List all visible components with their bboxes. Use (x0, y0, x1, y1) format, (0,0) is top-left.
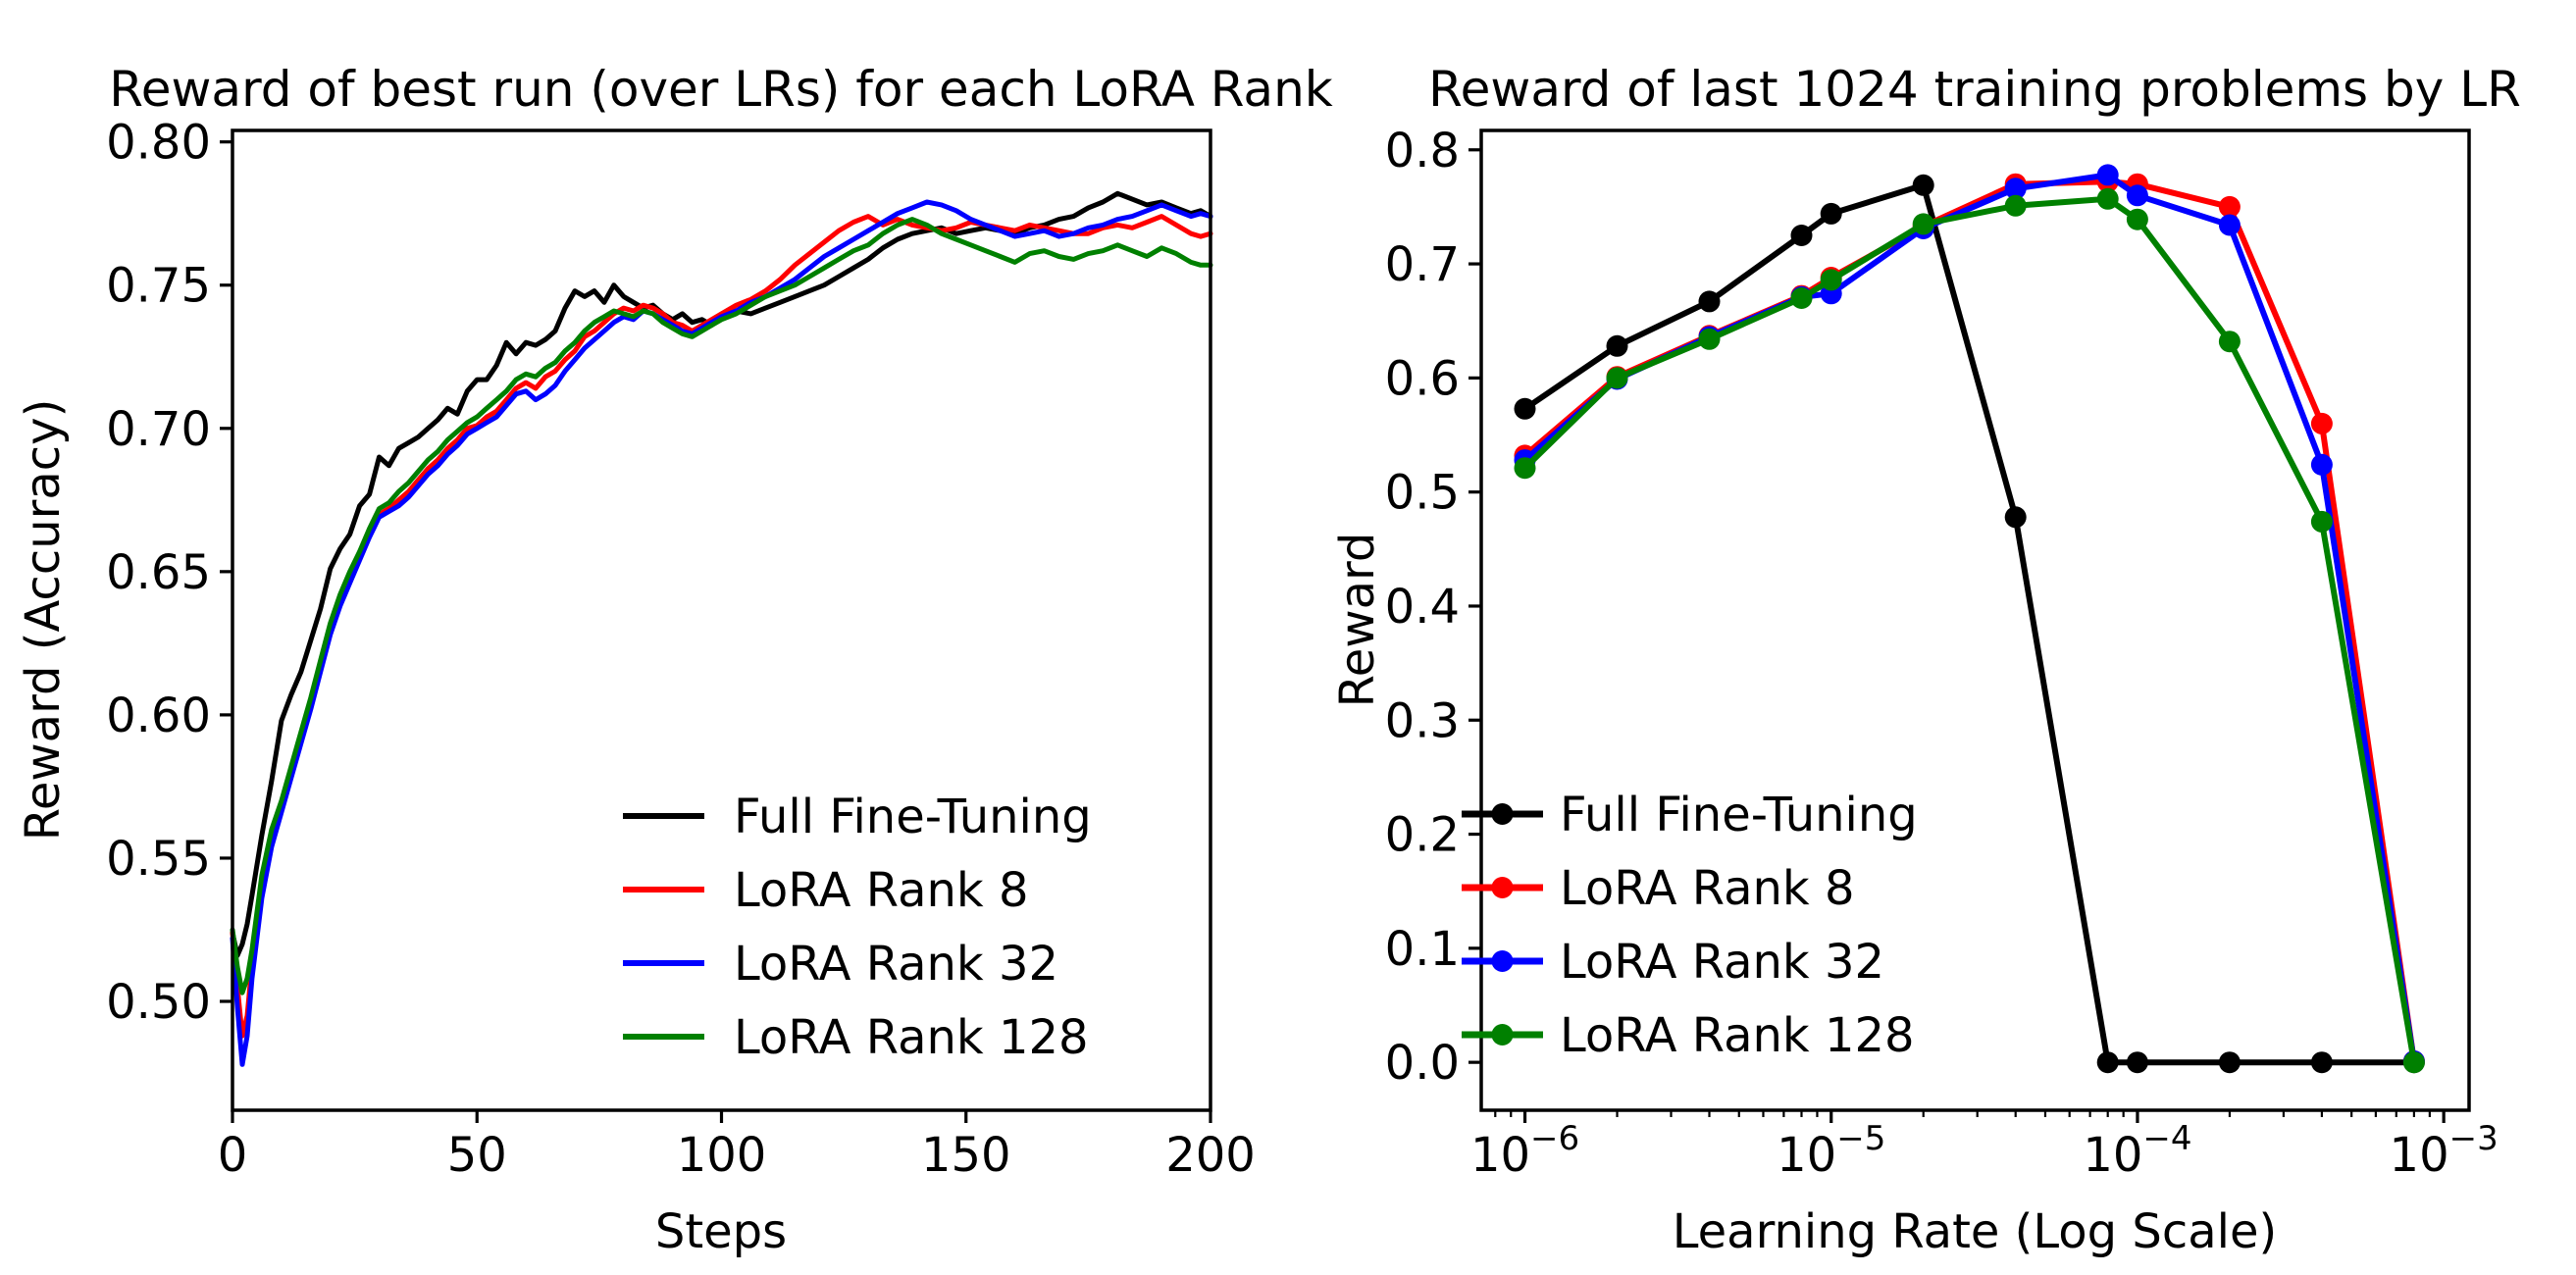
point-lora-rank-128 (1790, 287, 1813, 309)
point-full-fine-tuning (1514, 397, 1536, 420)
point-full-fine-tuning (2218, 1051, 2241, 1074)
point-lora-rank-32 (2218, 214, 2241, 236)
plot-frame (1479, 128, 2471, 1112)
line-lora-rank-128 (230, 217, 1213, 995)
point-lora-rank-128 (2126, 208, 2148, 230)
point-full-fine-tuning (1820, 202, 1842, 225)
legend-label: Full Fine-Tuning (1560, 788, 1918, 842)
point-full-fine-tuning (2126, 1051, 2148, 1074)
y-tick-label: 0.55 (106, 832, 211, 887)
legend: Full Fine-Tuning LoRA Rank 8 LoRA Rank 32 L… (1462, 788, 1918, 1063)
legend-marker-icon (1491, 1024, 1514, 1046)
reward-by-lr-chart: 10−6 10−5 10−4 10−3 0.0 0.1 0.2 0.3 0.4 0.5 0.6 0.7… (1330, 61, 2521, 1259)
point-lora-rank-128 (1698, 328, 1721, 350)
y-tick-label: 0.65 (106, 545, 211, 600)
x-tick-label: 150 (921, 1128, 1011, 1183)
point-full-fine-tuning (2096, 1051, 2119, 1074)
y-tick-label: 0.6 (1385, 351, 1460, 406)
legend-item-lora-rank-32: LoRA Rank 32 (1462, 935, 1884, 990)
point-lora-rank-128 (2218, 331, 2241, 353)
y-tick-label: 0.4 (1385, 580, 1460, 635)
legend-item-lora-rank-8: LoRA Rank 8 (623, 863, 1029, 918)
y-tick-label: 0.1 (1385, 922, 1460, 977)
y-axis-label: Reward (1330, 533, 1385, 708)
x-tick-label: 0 (218, 1128, 248, 1183)
legend-item-full-fine-tuning: Full Fine-Tuning (623, 790, 1092, 844)
x-tick-label: 10−3 (2390, 1119, 2499, 1183)
chart-title: Reward of last 1024 training problems by… (1428, 61, 2521, 118)
legend-marker-icon (1491, 950, 1514, 972)
point-lora-rank-128 (1820, 269, 1842, 291)
point-lora-rank-128 (2096, 187, 2119, 210)
line-lora-rank-128 (1521, 195, 2417, 1066)
line-full-fine-tuning (1521, 181, 2417, 1066)
point-lora-rank-32 (2004, 178, 2027, 200)
y-tick-label: 0.70 (106, 402, 211, 457)
legend-label: LoRA Rank 128 (734, 1010, 1089, 1065)
legend-marker-icon (1491, 803, 1514, 825)
line-lora-rank-32 (230, 199, 1213, 1067)
y-tick-label: 0.60 (106, 688, 211, 743)
point-lora-rank-128 (1514, 457, 1536, 480)
legend-label: LoRA Rank 8 (734, 863, 1029, 918)
point-lora-rank-8 (2310, 412, 2333, 434)
point-full-fine-tuning (2310, 1051, 2333, 1074)
legend-label: LoRA Rank 128 (1560, 1008, 1915, 1063)
x-axis-label: Steps (655, 1204, 787, 1259)
point-lora-rank-32 (2310, 453, 2333, 476)
point-full-fine-tuning (1790, 225, 1813, 246)
y-tick-label: 0.7 (1385, 237, 1460, 292)
point-lora-rank-128 (1606, 367, 1628, 389)
x-tick-label: 10−6 (1470, 1119, 1579, 1183)
y-axis-label: Reward (Accuracy) (16, 399, 71, 842)
point-lora-rank-128 (2004, 194, 2027, 217)
y-tick-label: 0.2 (1385, 808, 1460, 863)
y-tick-label: 0.3 (1385, 693, 1460, 748)
y-tick-label: 0.75 (106, 259, 211, 314)
x-tick-label: 50 (447, 1128, 507, 1183)
legend-item-lora-rank-128: LoRA Rank 128 (1462, 1008, 1915, 1063)
legend-item-full-fine-tuning: Full Fine-Tuning (1462, 788, 1918, 842)
point-lora-rank-128 (2402, 1051, 2425, 1074)
x-tick-label: 200 (1165, 1128, 1256, 1183)
point-full-fine-tuning (2004, 506, 2027, 529)
x-tick-label: 10−5 (1777, 1119, 1885, 1183)
best-run-per-rank-chart: 0 50 100 150 200 0.50 0.55 0.60 0.65 0.70 0.75 0.80… (16, 61, 1333, 1259)
legend-item-lora-rank-32: LoRA Rank 32 (623, 937, 1058, 992)
legend-item-lora-rank-8: LoRA Rank 8 (1462, 861, 1855, 916)
line-lora-rank-32 (1521, 172, 2417, 1064)
point-full-fine-tuning (1912, 174, 1934, 196)
x-tick-label: 10−4 (2083, 1119, 2191, 1183)
legend-label: LoRA Rank 32 (734, 937, 1058, 992)
point-lora-rank-32 (2096, 164, 2119, 186)
point-full-fine-tuning (1698, 290, 1721, 313)
legend: Full Fine-Tuning LoRA Rank 8 LoRA Rank 32 L… (623, 790, 1092, 1065)
y-tick-label: 0.8 (1385, 124, 1460, 178)
y-tick-label: 0.80 (106, 116, 211, 171)
line-lora-rank-8 (230, 214, 1213, 1039)
y-tick-label: 0.0 (1385, 1036, 1460, 1091)
x-tick-label: 100 (677, 1128, 767, 1183)
point-lora-rank-32 (2126, 184, 2148, 207)
chart-title: Reward of best run (over LRs) for each L… (109, 61, 1332, 118)
point-lora-rank-128 (2310, 510, 2333, 533)
legend-marker-icon (1491, 877, 1514, 898)
legend-label: Full Fine-Tuning (734, 790, 1092, 844)
legend-item-lora-rank-128: LoRA Rank 128 (623, 1010, 1089, 1065)
point-lora-rank-128 (1912, 213, 1934, 235)
legend-label: LoRA Rank 8 (1560, 861, 1855, 916)
legend-label: LoRA Rank 32 (1560, 935, 1884, 990)
x-axis-label: Learning Rate (Log Scale) (1673, 1204, 2278, 1259)
y-tick-label: 0.5 (1385, 466, 1460, 521)
line-lora-rank-8 (1521, 178, 2417, 1064)
plot-frame (231, 128, 1212, 1112)
y-tick-label: 0.50 (106, 975, 211, 1030)
point-lora-rank-8 (2218, 195, 2241, 218)
point-full-fine-tuning (1606, 334, 1628, 357)
